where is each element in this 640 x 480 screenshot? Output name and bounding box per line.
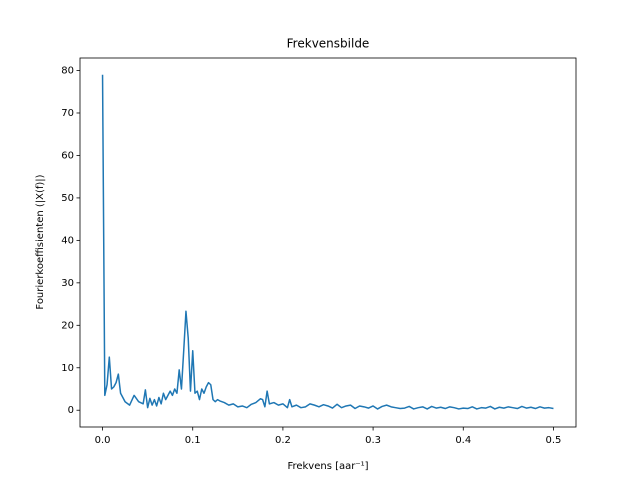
x-tick-label: 0.4	[455, 435, 471, 446]
y-tick-label: 20	[61, 320, 74, 331]
y-tick-label: 10	[61, 363, 74, 374]
y-tick-label: 0	[68, 405, 74, 416]
y-axis-label: Fourierkoeffisienten (|X(f)|)	[35, 174, 46, 309]
x-axis-label: Frekvens [aar⁻¹]	[287, 461, 368, 472]
axes-frame	[79, 57, 577, 428]
x-tick-label: 0.0	[95, 435, 111, 446]
x-tick-label: 0.3	[365, 435, 381, 446]
y-tick-label: 30	[61, 278, 74, 289]
chart-title: Frekvensbilde	[287, 37, 370, 51]
y-tick-label: 50	[61, 193, 74, 204]
y-tick-label: 60	[61, 150, 74, 161]
y-tick-label: 70	[61, 108, 74, 119]
y-tick-label: 40	[61, 235, 74, 246]
y-tick-label: 80	[61, 66, 74, 77]
data-line	[101, 74, 554, 410]
x-tick-label: 0.2	[275, 435, 291, 446]
x-tick-label: 0.5	[546, 435, 562, 446]
x-tick-label: 0.1	[185, 435, 201, 446]
